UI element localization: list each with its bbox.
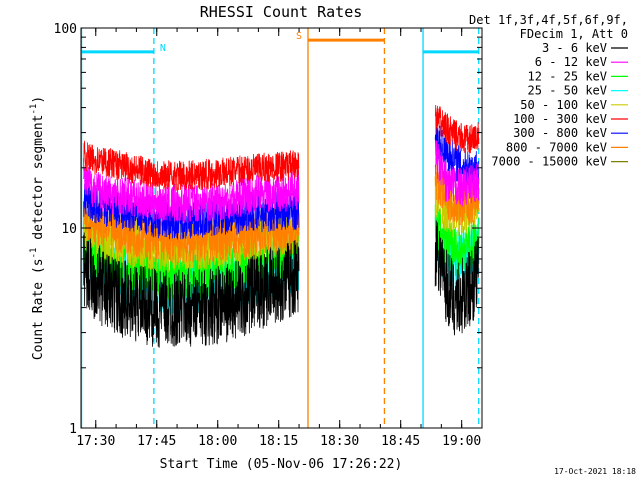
annotation-label-S: S [296,31,302,42]
y-axis-label-sup2: -1 [29,104,39,115]
x-tick-label: 18:15 [259,434,298,449]
y-axis-label: Count Rate (s-1 detector segment-1) [29,96,46,360]
x-tick-label: 18:00 [198,434,237,449]
legend-entry-label: 50 - 100 keV [520,98,607,112]
y-tick-label: 1 [69,422,77,437]
axis-ticks: 17:30 17:45 18:00 18:15 18:30 18:45 19:00 1 10 10… [54,22,482,449]
legend-entry-label: 25 - 50 keV [528,84,607,98]
x-tick-label: 18:30 [320,434,359,449]
legend-entry-label: 800 - 7000 keV [506,140,607,154]
y-tick-label: 100 [54,22,77,37]
annotation-label-N: N [160,43,166,54]
series-trace [434,140,480,207]
x-tick-label: 17:30 [76,434,115,449]
y-axis-label-main: Count Rate (s [31,258,46,360]
x-axis-label: Start Time (05-Nov-06 17:26:22) [160,457,403,472]
series-layer [83,104,480,348]
legend-entry-label: 300 - 800 keV [513,126,607,140]
x-tick-label: 17:45 [137,434,176,449]
series-trace [83,140,300,192]
chart-title: RHESSI Count Rates [200,3,363,21]
legend-entry-label: 100 - 300 keV [513,112,607,126]
series-trace [434,220,480,336]
y-axis-label-mid: detector segment [31,115,46,248]
legend-entry-label: 7000 - 15000 keV [491,155,607,169]
series-trace [434,104,480,154]
y-tick-label: 10 [61,222,77,237]
series-trace [83,232,300,348]
x-tick-label: 18:45 [381,434,420,449]
legend-entry-label: 12 - 25 keV [528,69,607,83]
y-axis-label-end: ) [31,96,46,104]
footer-timestamp: 17-Oct-2021 18:18 [554,467,636,476]
legend: Det 1f,3f,4f,5f,6f,9f, FDecim 1, Att 0 3… [469,13,628,169]
legend-header-line-1: Det 1f,3f,4f,5f,6f,9f, [469,13,628,27]
legend-entry-label: 6 - 12 keV [535,55,607,69]
series-trace [83,162,300,224]
y-axis-label-sup1: -1 [29,248,39,259]
legend-entry-label: 3 - 6 keV [542,41,607,55]
x-tick-label: 19:00 [442,434,481,449]
legend-header-line-2: FDecim 1, Att 0 [520,27,628,41]
